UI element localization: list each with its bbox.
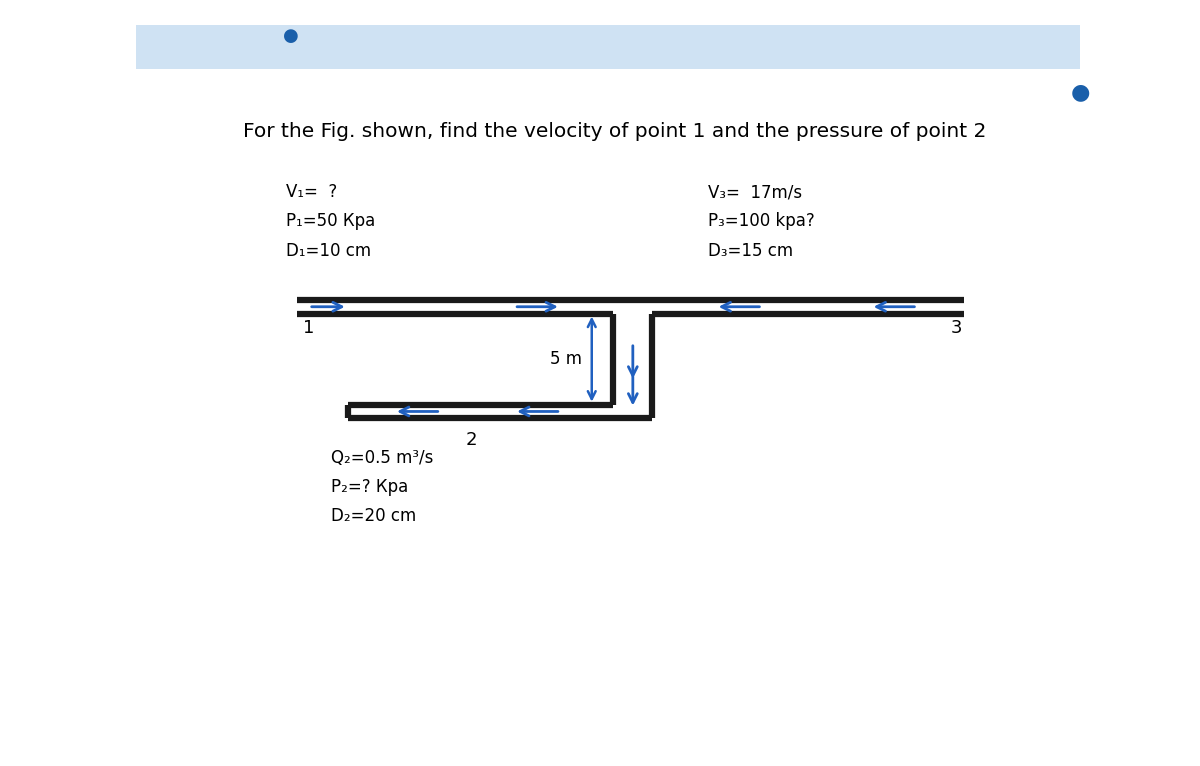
- Text: D₃=15 cm: D₃=15 cm: [708, 241, 793, 260]
- Text: D₁=10 cm: D₁=10 cm: [286, 241, 371, 260]
- Text: D₂=20 cm: D₂=20 cm: [330, 507, 416, 525]
- Text: P₁=50 Крa: P₁=50 Крa: [286, 212, 374, 231]
- Text: Q₂=0.5 m³/s: Q₂=0.5 m³/s: [330, 449, 433, 466]
- Text: 5 m: 5 m: [551, 350, 582, 368]
- Text: For the Fig. shown, find the velocity of point 1 and the pressure of point 2: For the Fig. shown, find the velocity of…: [244, 123, 986, 142]
- Text: V₁=  ?: V₁= ?: [286, 183, 337, 201]
- Text: 1: 1: [304, 319, 314, 337]
- Text: V₃=  17m/s: V₃= 17m/s: [708, 183, 802, 201]
- Text: ●: ●: [1070, 82, 1090, 102]
- Text: ●: ●: [282, 27, 299, 45]
- Text: 3: 3: [950, 319, 961, 337]
- Text: P₃=100 kpa?: P₃=100 kpa?: [708, 212, 815, 231]
- Text: 2: 2: [466, 431, 478, 449]
- Text: P₂=? Крa: P₂=? Крa: [330, 478, 408, 496]
